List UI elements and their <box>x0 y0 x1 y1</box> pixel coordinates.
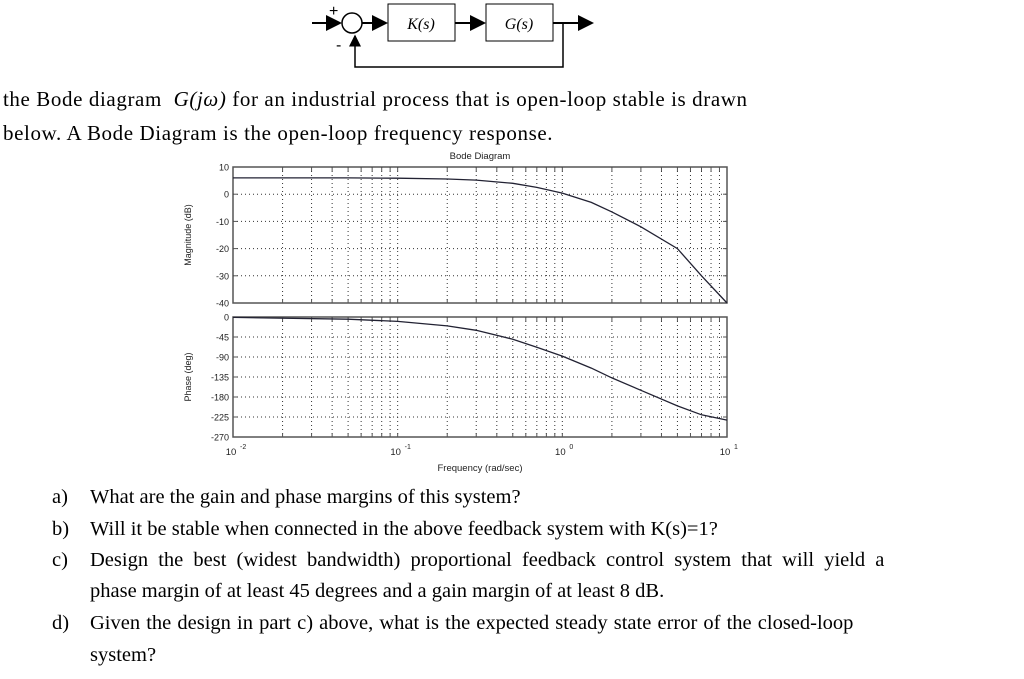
question-a: a) What are the gain and phase margins of… <box>52 486 521 508</box>
chart-title: Bode Diagram <box>450 151 511 162</box>
question-c: c) Design the best (widest bandwidth) pro… <box>52 549 885 571</box>
minus-sign: - <box>336 37 341 54</box>
controller-label: K(s) <box>406 16 435 33</box>
x-tick-label: 10 <box>555 447 566 458</box>
intro-text: for an industrial process that is open-l… <box>232 87 748 111</box>
phase-tick-label: -225 <box>211 413 229 423</box>
magnitude-tick-label: -20 <box>216 244 229 254</box>
phase-ylabel: Phase (deg) <box>183 352 193 401</box>
intro-line-1: the Bode diagram G(jω) for an industrial… <box>3 87 748 112</box>
x-tick-label: 10 <box>720 447 731 458</box>
summing-junction <box>341 12 363 34</box>
x-tick-label: 10 <box>390 447 401 458</box>
controller-block <box>387 3 456 42</box>
question-d-continued: system? <box>90 644 157 666</box>
question-d: d) Given the design in part c) above, wha… <box>52 612 854 634</box>
intro-line-2: below. A Bode Diagram is the open-loop f… <box>3 121 554 145</box>
magnitude-tick-label: 10 <box>219 163 229 173</box>
magnitude-tick-label: -10 <box>216 217 229 227</box>
phase-tick-label: 0 <box>224 313 229 323</box>
plant-label: G(s) <box>505 16 533 33</box>
question-c-continued: phase margin of at least 45 degrees and … <box>90 580 665 602</box>
transfer-function-math: G(jω) <box>173 87 227 111</box>
phase-curve <box>232 316 728 421</box>
phase-tick-label: -270 <box>211 433 229 443</box>
magnitude-tick-label: -30 <box>216 271 229 281</box>
phase-axes <box>232 316 728 438</box>
phase-tick-label: -135 <box>211 373 229 383</box>
phase-tick-label: -180 <box>211 393 229 403</box>
plant-block <box>485 3 554 42</box>
phase-tick-label: -90 <box>216 353 229 363</box>
phase-tick-label: -45 <box>216 333 229 343</box>
intro-text: the Bode diagram <box>3 87 162 111</box>
magnitude-tick-label: -40 <box>216 299 229 309</box>
x-tick-exponent: 1 <box>734 444 738 451</box>
plus-sign: + <box>329 3 338 20</box>
x-tick-exponent: 0 <box>569 444 573 451</box>
chart-xlabel: Frequency (rad/sec) <box>437 463 522 474</box>
magnitude-ylabel: Magnitude (dB) <box>183 204 193 266</box>
feedback-block-diagram: + - K(s) G(s) <box>312 3 594 68</box>
x-tick-exponent: -2 <box>240 444 246 451</box>
x-tick-exponent: -1 <box>405 444 411 451</box>
question-b: b) Will it be stable when connected in th… <box>52 518 718 540</box>
magnitude-tick-label: 0 <box>224 190 229 200</box>
magnitude-axes <box>232 166 728 304</box>
magnitude-curve <box>233 177 728 304</box>
x-tick-label: 10 <box>226 447 237 458</box>
